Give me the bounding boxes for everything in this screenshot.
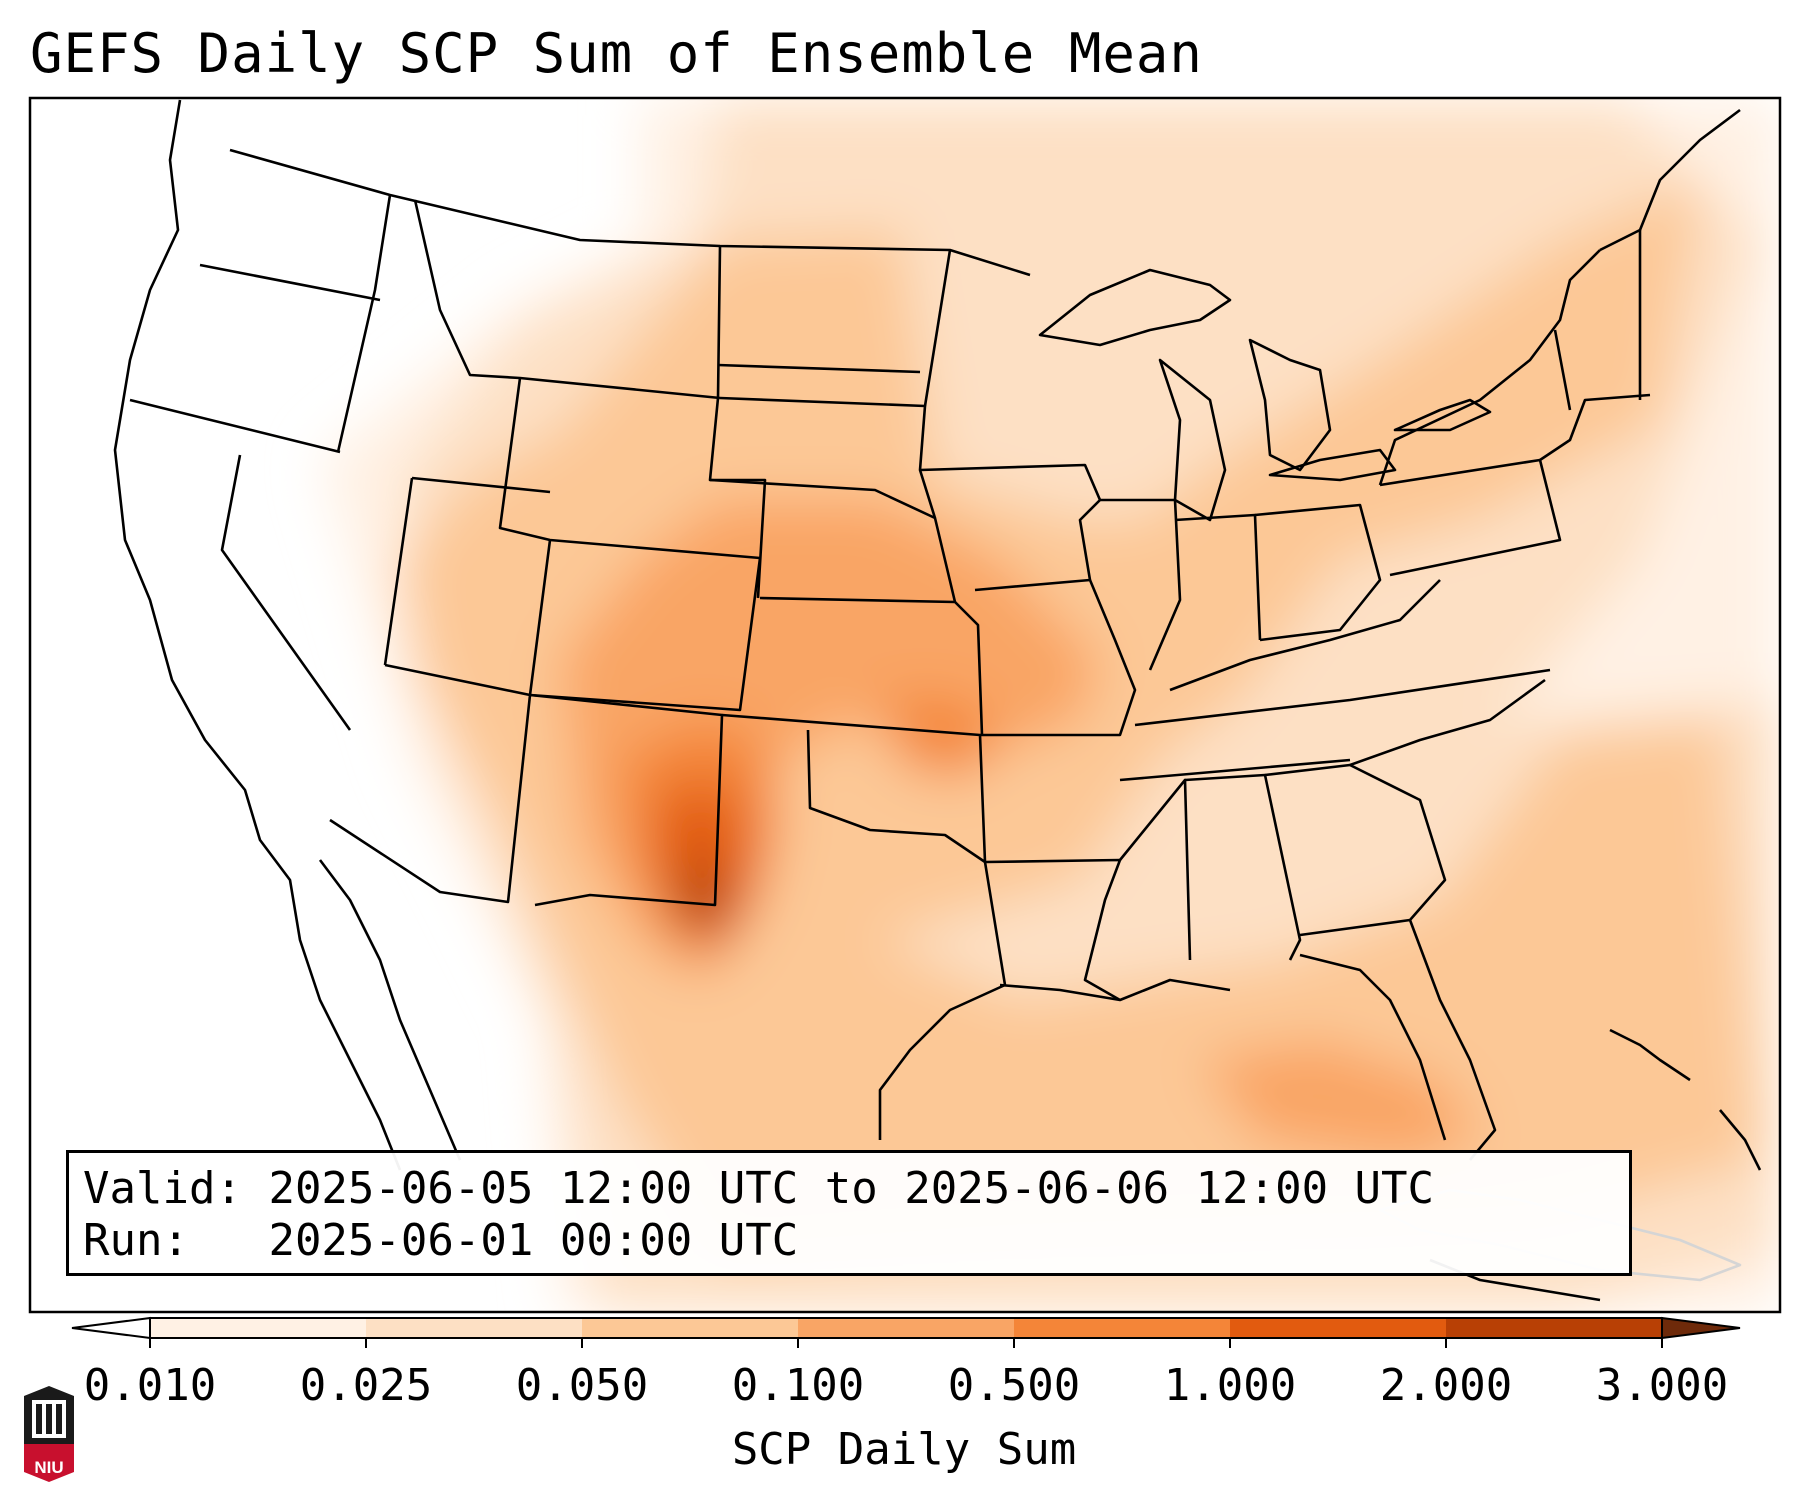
valid-value: 2025-06-05 12:00 UTC to 2025-06-06 12:00…	[268, 1163, 1435, 1214]
map-title: GEFS Daily SCP Sum of Ensemble Mean	[30, 22, 1203, 85]
colorbar-border	[149, 1317, 1663, 1339]
colorbar-segment	[150, 1318, 367, 1338]
colorbar-tick-label: 0.025	[299, 1360, 433, 1411]
niu-logo: NIU	[20, 1384, 78, 1482]
colorbar-label: SCP Daily Sum	[731, 1424, 1077, 1475]
colorbar-tick-label: 2.000	[1379, 1360, 1513, 1411]
colorbar-segment	[1014, 1318, 1231, 1338]
colorbar-segment	[1446, 1318, 1663, 1338]
colorbar-tick-label: 0.500	[947, 1360, 1081, 1411]
colorbar-tick-label: 0.100	[731, 1360, 865, 1411]
colorbar	[71, 1316, 1741, 1348]
colorbar-segment	[366, 1318, 583, 1338]
colorbar-tick-label: 1.000	[1163, 1360, 1297, 1411]
valid-label: Valid:	[83, 1163, 242, 1214]
scp-shading	[320, 98, 1780, 1312]
colorbar-segment	[582, 1318, 799, 1338]
colorbar-segment	[798, 1318, 1015, 1338]
colorbar-tick-label: 0.010	[83, 1360, 217, 1411]
run-label: Run:	[83, 1215, 189, 1266]
state-borders	[113, 99, 1762, 1302]
colorbar-tick-label: 0.050	[515, 1360, 649, 1411]
run-line: Run: 2025-06-01 00:00 UTC	[83, 1215, 798, 1266]
logo-text: NIU	[34, 1458, 64, 1477]
niu-logo-icon	[24, 1386, 74, 1482]
colorbar-tick-label: 3.000	[1595, 1360, 1729, 1411]
validity-box: Valid: 2025-06-05 12:00 UTC to 2025-06-0…	[66, 1150, 1632, 1276]
valid-line: Valid: 2025-06-05 12:00 UTC to 2025-06-0…	[83, 1163, 1434, 1214]
run-value: 2025-06-01 00:00 UTC	[268, 1215, 799, 1266]
colorbar-under-arrow	[71, 1316, 151, 1340]
colorbar-over-arrow	[1661, 1316, 1741, 1340]
map-frame	[28, 96, 1782, 1314]
colorbar-segment	[1230, 1318, 1447, 1338]
